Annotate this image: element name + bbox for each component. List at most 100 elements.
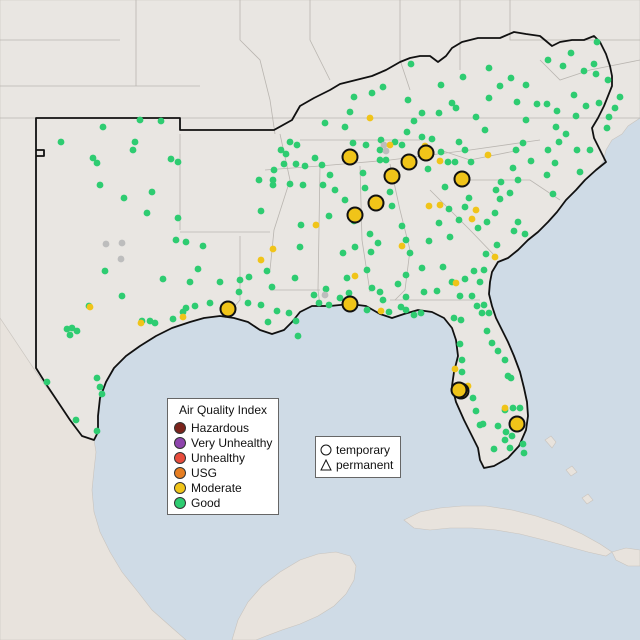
monitor-moderate-temporary[interactable] xyxy=(508,415,526,433)
monitor-good[interactable] xyxy=(57,138,65,146)
monitor-good[interactable] xyxy=(467,158,475,166)
monitor-good[interactable] xyxy=(458,368,466,376)
monitor-moderate[interactable] xyxy=(137,319,145,327)
monitor-good[interactable] xyxy=(245,273,253,281)
monitor-good[interactable] xyxy=(480,266,488,274)
monitor-moderate-temporary[interactable] xyxy=(453,170,471,188)
monitor-good[interactable] xyxy=(376,156,384,164)
monitor-good[interactable] xyxy=(359,169,367,177)
monitor-good[interactable] xyxy=(379,296,387,304)
monitor-good[interactable] xyxy=(433,287,441,295)
monitor-good[interactable] xyxy=(397,303,405,311)
monitor-good[interactable] xyxy=(445,205,453,213)
monitor-good[interactable] xyxy=(402,236,410,244)
monitor-good[interactable] xyxy=(507,74,515,82)
monitor-good[interactable] xyxy=(480,301,488,309)
monitor-good[interactable] xyxy=(509,404,517,412)
monitor-good[interactable] xyxy=(417,309,425,317)
monitor-good[interactable] xyxy=(586,146,594,154)
monitor-moderate-temporary[interactable] xyxy=(341,295,359,313)
monitor-good[interactable] xyxy=(448,99,456,107)
monitor-good[interactable] xyxy=(343,274,351,282)
monitor-good[interactable] xyxy=(398,141,406,149)
monitor-good[interactable] xyxy=(376,288,384,296)
monitor-good[interactable] xyxy=(268,283,276,291)
monitor-good[interactable] xyxy=(98,390,106,398)
monitor-good[interactable] xyxy=(543,171,551,179)
monitor-good[interactable] xyxy=(418,109,426,117)
monitor-good[interactable] xyxy=(167,155,175,163)
monitor-good[interactable] xyxy=(461,146,469,154)
monitor-good[interactable] xyxy=(491,209,499,217)
monitor-good[interactable] xyxy=(89,154,97,162)
monitor-good[interactable] xyxy=(402,306,410,314)
monitor-good[interactable] xyxy=(611,104,619,112)
monitor-good[interactable] xyxy=(339,249,347,257)
monitor-good[interactable] xyxy=(331,186,339,194)
monitor-good[interactable] xyxy=(182,304,190,312)
monitor-good[interactable] xyxy=(346,108,354,116)
monitor-good[interactable] xyxy=(567,49,575,57)
monitor-moderate-temporary[interactable] xyxy=(341,148,359,166)
monitor-good[interactable] xyxy=(377,136,385,144)
monitor-good[interactable] xyxy=(263,267,271,275)
monitor-good[interactable] xyxy=(458,356,466,364)
monitor-good[interactable] xyxy=(519,440,527,448)
monitor-good[interactable] xyxy=(72,416,80,424)
monitor-good[interactable] xyxy=(257,207,265,215)
monitor-good[interactable] xyxy=(513,98,521,106)
monitor-moderate-temporary[interactable] xyxy=(219,300,237,318)
monitor-good[interactable] xyxy=(321,119,329,127)
monitor-good[interactable] xyxy=(457,316,465,324)
monitor-good[interactable] xyxy=(159,275,167,283)
monitor-good[interactable] xyxy=(461,275,469,283)
monitor-good[interactable] xyxy=(592,70,600,78)
monitor-good[interactable] xyxy=(66,331,74,339)
monitor-moderate[interactable] xyxy=(312,221,320,229)
monitor-good[interactable] xyxy=(501,436,509,444)
monitor-good[interactable] xyxy=(310,291,318,299)
monitor-moderate[interactable] xyxy=(377,307,385,315)
monitor-good[interactable] xyxy=(456,340,464,348)
monitor-good[interactable] xyxy=(129,146,137,154)
monitor-good[interactable] xyxy=(361,184,369,192)
monitor-good[interactable] xyxy=(385,308,393,316)
monitor-good[interactable] xyxy=(292,317,300,325)
monitor-good[interactable] xyxy=(444,158,452,166)
monitor-good[interactable] xyxy=(461,203,469,211)
monitor-good[interactable] xyxy=(478,309,486,317)
monitor-good[interactable] xyxy=(616,93,624,101)
monitor-good[interactable] xyxy=(269,181,277,189)
monitor-moderate-temporary[interactable] xyxy=(367,194,385,212)
monitor-no-data[interactable] xyxy=(102,240,110,248)
monitor-good[interactable] xyxy=(73,327,81,335)
monitor-good[interactable] xyxy=(325,301,333,309)
monitor-good[interactable] xyxy=(280,160,288,168)
monitor-good[interactable] xyxy=(595,99,603,107)
monitor-moderate[interactable] xyxy=(436,157,444,165)
monitor-good[interactable] xyxy=(407,60,415,68)
monitor-good[interactable] xyxy=(485,309,493,317)
monitor-good[interactable] xyxy=(476,278,484,286)
monitor-good[interactable] xyxy=(236,276,244,284)
monitor-good[interactable] xyxy=(382,156,390,164)
monitor-good[interactable] xyxy=(482,250,490,258)
monitor-moderate[interactable] xyxy=(452,279,460,287)
monitor-good[interactable] xyxy=(590,60,598,68)
monitor-good[interactable] xyxy=(349,139,357,147)
monitor-good[interactable] xyxy=(543,100,551,108)
monitor-good[interactable] xyxy=(522,81,530,89)
monitor-good[interactable] xyxy=(459,73,467,81)
monitor-good[interactable] xyxy=(508,432,516,440)
monitor-good[interactable] xyxy=(468,292,476,300)
monitor-good[interactable] xyxy=(363,266,371,274)
monitor-good[interactable] xyxy=(435,219,443,227)
monitor-good[interactable] xyxy=(285,309,293,317)
monitor-good[interactable] xyxy=(562,130,570,138)
monitor-good[interactable] xyxy=(292,160,300,168)
monitor-good[interactable] xyxy=(350,93,358,101)
monitor-good[interactable] xyxy=(533,100,541,108)
monitor-good[interactable] xyxy=(315,299,323,307)
monitor-good[interactable] xyxy=(318,161,326,169)
monitor-good[interactable] xyxy=(452,104,460,112)
